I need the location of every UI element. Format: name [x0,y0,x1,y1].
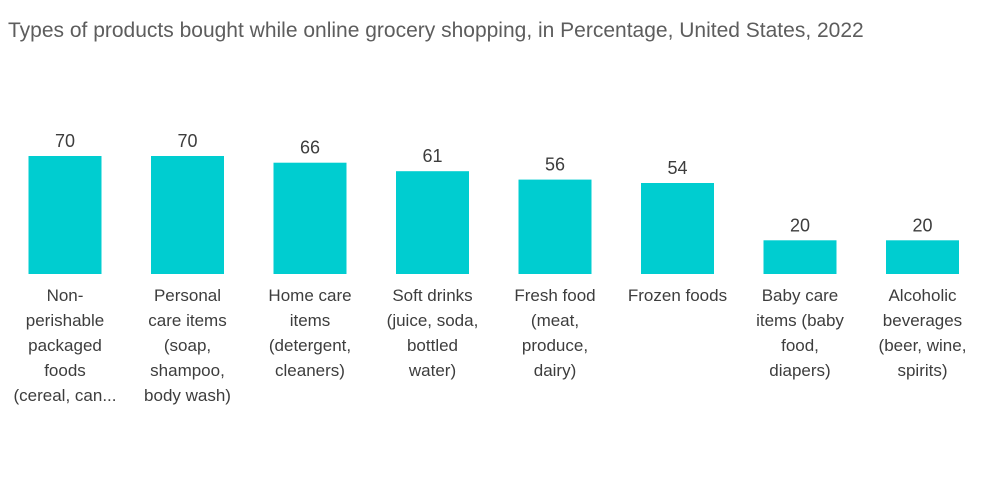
category-label-3: Home care items (detergent, cleaners) [268,286,352,380]
bar-2 [151,156,224,274]
data-label-2: 70 [177,131,197,151]
bar-8 [886,240,959,274]
data-label-7: 20 [790,215,810,235]
data-label-5: 56 [545,155,565,175]
data-label-1: 70 [55,131,75,151]
category-label-4: Soft drinks (juice, soda, bottled water) [386,286,479,380]
category-label-8: Alcoholic beverages (beer, wine, spirits) [878,286,967,380]
bar-6 [641,183,714,274]
data-label-6: 54 [667,158,687,178]
data-label-8: 20 [912,215,932,235]
category-label-6: Frozen foods [627,286,728,305]
bar-7 [763,240,837,274]
bar-5 [518,179,592,274]
category-label-1: Non-perishable packaged foods (cereal, can.… [13,286,117,405]
category-label-2: Personal care items (soap, shampoo, body was… [144,286,231,405]
chart-title: Types of products bought while online gr… [8,19,864,42]
category-label-7: Baby care items (baby food, diapers) [756,286,844,380]
data-label-4: 61 [422,146,442,166]
bar-1 [28,156,102,274]
bar-4 [396,171,469,274]
bar-3 [273,162,347,274]
data-label-3: 66 [300,138,320,158]
category-label-5: Fresh food (meat, produce, dairy) [514,286,596,380]
